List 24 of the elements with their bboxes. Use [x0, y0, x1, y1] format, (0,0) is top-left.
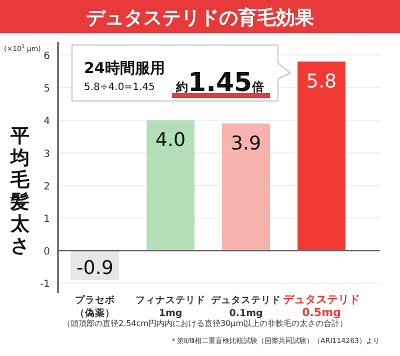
x-tick-label: デュタステリド0.5mg: [283, 293, 360, 319]
x-tick-label: フィナステリド1mg: [136, 295, 206, 319]
data-label: -0.9: [76, 256, 114, 279]
bar: [222, 123, 270, 251]
y-tick-label: 4: [44, 116, 50, 128]
y-tick-label: -1: [40, 279, 50, 290]
annotation: 24時間服用: [84, 59, 165, 77]
bar: [146, 120, 194, 251]
data-label: 3.9: [230, 132, 262, 154]
y-tick-label: 0: [44, 246, 50, 258]
y-tick-label: 5: [44, 84, 50, 95]
data-label: 4.0: [155, 129, 186, 152]
data-label: 5.8: [306, 70, 337, 93]
bar: [298, 62, 346, 251]
annotation: 5.8÷4.0=1.45: [84, 82, 155, 93]
x-tick-label: プラセボ（偽薬）: [75, 294, 115, 319]
y-tick-label: 3: [44, 148, 50, 160]
y-axis-title: 平均毛髪太さ: [10, 125, 30, 257]
chart-title: デュタステリドの育毛効果: [86, 7, 315, 29]
x-tick-label: デュタステリド0.1mg: [211, 295, 281, 319]
x-axis-title: （頭頂部の直径2.54cm円内内における直径30μm以上の非軟毛の太さの合計）: [62, 319, 348, 328]
y-tick-label: 6: [44, 51, 50, 62]
y-tick-label: 2: [44, 181, 50, 192]
y-tick-label: 1: [44, 214, 50, 226]
